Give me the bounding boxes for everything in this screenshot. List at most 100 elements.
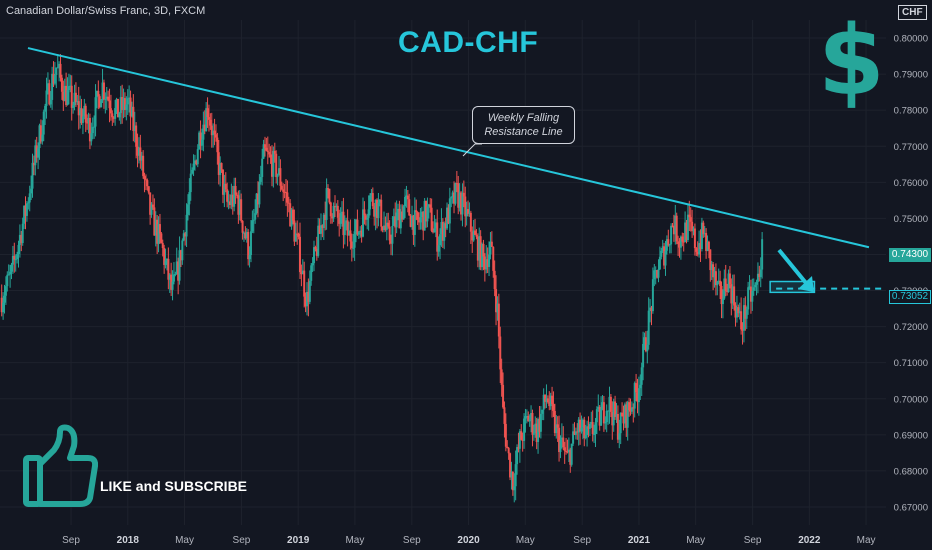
candle-body — [350, 241, 353, 249]
x-tick-label: 2019 — [287, 535, 310, 546]
candle-body — [254, 213, 257, 220]
y-tick-label: 0.75000 — [894, 214, 928, 225]
candle-body — [565, 450, 568, 452]
candle-body — [38, 125, 41, 149]
candle-body — [489, 241, 492, 255]
candle-body — [527, 415, 530, 422]
candle-body — [37, 148, 40, 158]
time-axis[interactable]: Sep 2018 May Sep 2019 May Sep 2020 May Sep 2021 May… — [62, 535, 875, 546]
candle-body — [216, 137, 219, 153]
candle-body — [319, 225, 322, 234]
candle-body — [305, 291, 308, 307]
candle-body — [524, 416, 527, 419]
candle-body — [537, 419, 540, 442]
candle-body — [663, 246, 666, 266]
candle-body — [128, 97, 131, 99]
candle-body — [583, 419, 586, 438]
candle-body — [632, 407, 635, 409]
candle-body — [119, 97, 122, 114]
candle-body — [523, 418, 526, 441]
like-subscribe-text: LIKE and SUBSCRIBE — [100, 478, 248, 494]
candle-body — [23, 205, 26, 224]
candle-body — [263, 144, 266, 148]
candle-body — [327, 188, 330, 190]
candle-body — [202, 124, 205, 140]
candle-body — [93, 126, 96, 128]
candle-body — [126, 98, 129, 105]
candle-body — [221, 169, 224, 195]
currency-label[interactable]: CHF — [898, 5, 927, 20]
candle-body — [418, 219, 421, 223]
candle-body — [45, 90, 48, 106]
candle-body — [307, 291, 310, 302]
candle-body — [6, 274, 9, 287]
candle-body — [72, 105, 75, 108]
candle-body — [231, 194, 234, 207]
candle-body — [499, 336, 502, 370]
candle-body — [672, 225, 675, 235]
candle-body — [376, 199, 379, 218]
candle-body — [209, 119, 212, 126]
candle-body — [362, 209, 365, 237]
candle-body — [21, 223, 24, 244]
candle-body — [219, 163, 222, 175]
candle-body — [66, 90, 69, 106]
candle-body — [200, 139, 203, 146]
candle-body — [291, 209, 294, 221]
candle-body — [668, 244, 671, 246]
candle-body — [153, 207, 156, 236]
candle-body — [189, 173, 192, 193]
candle-body — [675, 215, 678, 242]
y-tick-label: 0.68000 — [894, 466, 928, 477]
candle-body — [587, 426, 590, 429]
candle-body — [551, 395, 554, 405]
candle-body — [67, 86, 70, 91]
candle-body — [227, 201, 230, 203]
price-axis[interactable]: 0.80000 0.79000 0.78000 0.77000 0.76000 0.750… — [894, 34, 928, 514]
candle-body — [369, 195, 372, 210]
candle-body — [328, 188, 331, 203]
candle-body — [272, 150, 275, 177]
candle-body — [500, 369, 503, 385]
candle-body — [434, 222, 437, 229]
candle-body — [458, 192, 461, 208]
candle-body — [639, 384, 642, 389]
last-price-tag: 0.74300 — [889, 248, 931, 262]
candle-body — [276, 174, 279, 178]
candle-body — [237, 195, 240, 215]
candle-body — [751, 290, 754, 302]
candle-body — [719, 280, 722, 286]
candle-body — [738, 311, 741, 314]
candle-body — [457, 183, 460, 208]
candle-body — [492, 246, 495, 271]
candle-body — [161, 242, 164, 249]
candle-body — [111, 113, 114, 118]
candle-body — [179, 250, 182, 261]
candle-body — [555, 424, 558, 434]
candle-body — [185, 214, 188, 237]
candle-body — [310, 265, 313, 281]
candle-body — [133, 125, 136, 132]
candle-body — [720, 285, 723, 305]
candle-body — [53, 74, 56, 84]
candle-body — [433, 228, 436, 233]
candle-body — [754, 284, 757, 288]
candle-body — [241, 220, 244, 233]
candle-body — [528, 419, 531, 422]
candle-body — [416, 212, 419, 220]
candle-body — [469, 212, 472, 232]
candle-body — [345, 220, 348, 224]
candle-body — [465, 209, 468, 217]
x-tick-label: Sep — [233, 535, 251, 546]
candle-body — [58, 63, 61, 68]
candle-body — [756, 273, 759, 282]
candle-body — [308, 280, 311, 302]
candle-body — [670, 225, 673, 245]
candle-body — [186, 204, 189, 215]
candle-body — [580, 427, 583, 432]
candle-body — [685, 222, 688, 240]
candle-body — [562, 437, 565, 448]
candle-body — [678, 243, 681, 248]
trendline-callout: Weekly Falling Resistance Line — [472, 106, 575, 144]
